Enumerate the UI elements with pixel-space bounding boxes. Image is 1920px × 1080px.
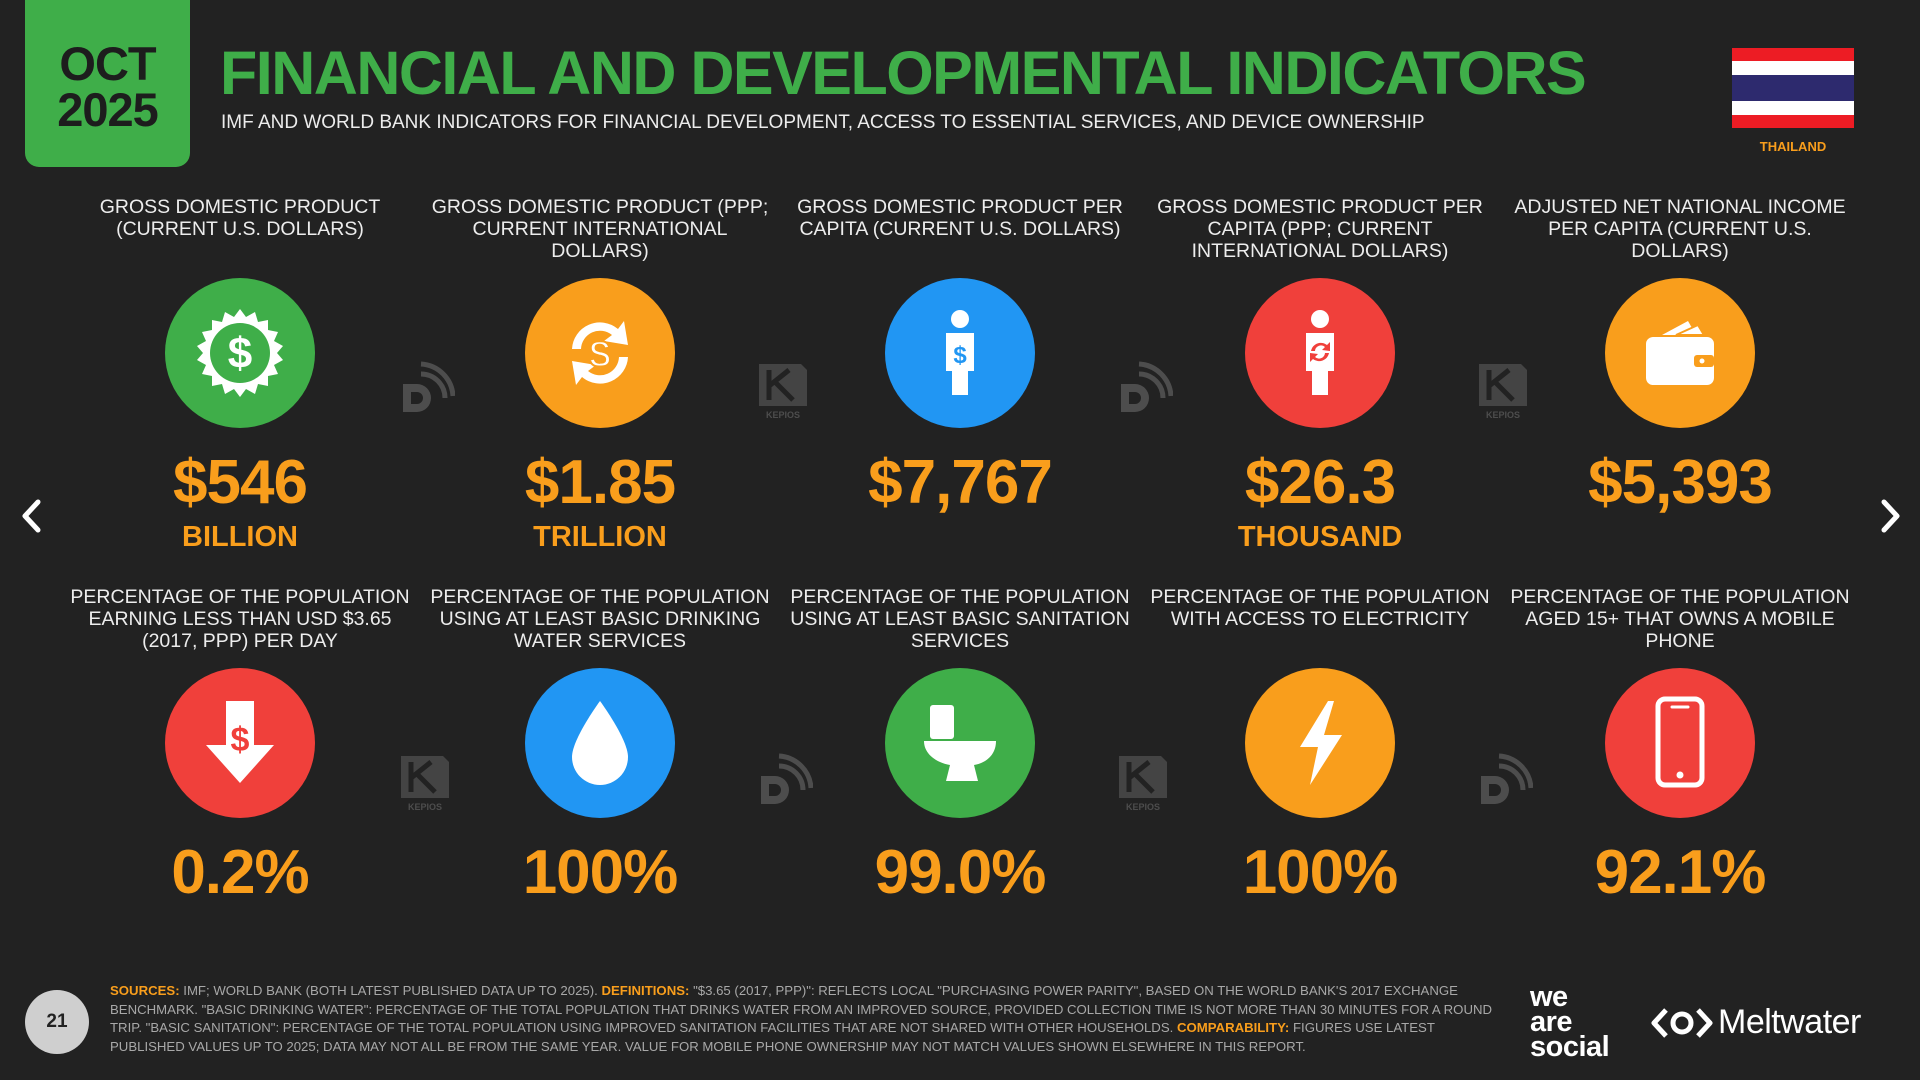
thailand-flag-icon bbox=[1732, 48, 1854, 128]
date-year: 2025 bbox=[57, 82, 159, 136]
toilet-icon bbox=[924, 705, 996, 781]
indicator-label: PERCENTAGE OF THE POPULATION WITH ACCESS… bbox=[1150, 586, 1490, 630]
date-badge: OCT 2025 bbox=[25, 0, 190, 167]
indicator-icon-circle bbox=[1605, 668, 1755, 818]
indicator-icon-circle bbox=[1245, 668, 1395, 818]
svg-text:KEPIOS: KEPIOS bbox=[766, 410, 800, 420]
meltwater-mark-icon bbox=[1651, 1007, 1713, 1038]
indicator-unit: TRILLION bbox=[533, 521, 667, 553]
indicator-label: PERCENTAGE OF THE POPULATION EARNING LES… bbox=[70, 586, 410, 652]
currency-exchange-icon: $ bbox=[572, 321, 628, 385]
meltwater-wordmark: Meltwater bbox=[1718, 1003, 1861, 1041]
comparability-text: FIGURES USE LATEST PUBLISHED VALUES UP T… bbox=[110, 1020, 1435, 1054]
indicator-value: $546 bbox=[173, 448, 308, 517]
kepios-watermark-icon: KEPIOS bbox=[1473, 360, 1533, 420]
indicator-icon-circle bbox=[885, 668, 1035, 818]
dollar-down-arrow-icon: $ bbox=[206, 701, 274, 783]
indicator-label: PERCENTAGE OF THE POPULATION AGED 15+ TH… bbox=[1510, 586, 1850, 652]
chevron-left-icon bbox=[22, 499, 41, 533]
datareportal-watermark-icon bbox=[1473, 752, 1534, 812]
dollar-badge-icon: $ bbox=[197, 309, 283, 397]
svg-text:$: $ bbox=[589, 334, 610, 376]
footnote: SOURCES: IMF; WORLD BANK (BOTH LATEST PU… bbox=[110, 982, 1495, 1056]
indicator-icon-circle bbox=[525, 668, 675, 818]
date-month: OCT bbox=[59, 36, 156, 90]
comparability-label: COMPARABILITY: bbox=[1176, 1020, 1290, 1035]
lightning-icon bbox=[1300, 701, 1342, 785]
svg-text:KEPIOS: KEPIOS bbox=[408, 802, 442, 812]
mobile-phone-icon bbox=[1655, 696, 1705, 788]
next-slide-button[interactable] bbox=[1872, 495, 1908, 537]
indicator-value: 0.2% bbox=[171, 838, 309, 907]
indicator-label: GROSS DOMESTIC PRODUCT (PPP; CURRENT INT… bbox=[431, 196, 769, 262]
indicator-icon-circle bbox=[1245, 278, 1395, 428]
country-label: THAILAND bbox=[1759, 139, 1827, 154]
indicator-unit: THOUSAND bbox=[1237, 521, 1403, 553]
page-title: FINANCIAL AND DEVELOPMENTAL INDICATORS bbox=[220, 39, 1587, 107]
svg-text:$: $ bbox=[231, 721, 250, 759]
definitions-text: "$3.65 (2017, PPP)": REFLECTS LOCAL "PUR… bbox=[110, 983, 1493, 1035]
definitions-label: DEFINITIONS: bbox=[601, 983, 690, 998]
indicator-value: 99.0% bbox=[874, 838, 1047, 907]
sources-text: IMF; WORLD BANK (BOTH LATEST PUBLISHED D… bbox=[183, 983, 598, 998]
person-exchange-icon bbox=[1306, 310, 1334, 395]
svg-text:$: $ bbox=[228, 329, 252, 378]
indicator-value: $7,767 bbox=[868, 448, 1053, 517]
indicator-value: 100% bbox=[1242, 838, 1399, 907]
chevron-right-icon bbox=[1881, 499, 1900, 533]
datareportal-watermark-icon bbox=[1113, 360, 1174, 420]
indicator-value: $26.3 bbox=[1244, 448, 1396, 517]
indicator-value: $5,393 bbox=[1588, 448, 1773, 517]
indicator-label: ADJUSTED NET NATIONAL INCOME PER CAPITA … bbox=[1514, 196, 1846, 262]
meltwater-logo: Meltwater bbox=[1650, 1003, 1861, 1042]
svg-text:KEPIOS: KEPIOS bbox=[1486, 410, 1520, 420]
indicator-unit: BILLION bbox=[182, 521, 298, 553]
indicator-value: 92.1% bbox=[1594, 838, 1767, 907]
page-number: 21 bbox=[25, 990, 89, 1054]
svg-text:$: $ bbox=[953, 342, 967, 369]
sources-label: SOURCES: bbox=[110, 983, 180, 998]
indicator-label: GROSS DOMESTIC PRODUCT PER CAPITA (CURRE… bbox=[797, 196, 1123, 240]
kepios-watermark-icon: KEPIOS bbox=[395, 752, 455, 812]
indicator-label: GROSS DOMESTIC PRODUCT (CURRENT U.S. DOL… bbox=[99, 196, 381, 240]
page-subtitle: IMF AND WORLD BANK INDICATORS FOR FINANC… bbox=[221, 112, 1425, 133]
indicator-label: GROSS DOMESTIC PRODUCT PER CAPITA (PPP; … bbox=[1157, 196, 1483, 262]
indicator-icon-circle: $ bbox=[525, 278, 675, 428]
indicator-icon-circle: $ bbox=[165, 278, 315, 428]
person-dollar-icon: $ bbox=[946, 310, 974, 395]
indicator-icon-circle: $ bbox=[885, 278, 1035, 428]
water-drop-icon bbox=[572, 701, 628, 785]
svg-text:KEPIOS: KEPIOS bbox=[1126, 802, 1160, 812]
indicator-icon-circle: $ bbox=[165, 668, 315, 818]
indicator-icon-circle bbox=[1605, 278, 1755, 428]
previous-slide-button[interactable] bbox=[14, 495, 50, 537]
indicator-label: PERCENTAGE OF THE POPULATION USING AT LE… bbox=[790, 586, 1130, 652]
wallet-icon bbox=[1646, 321, 1714, 385]
kepios-watermark-icon: KEPIOS bbox=[753, 360, 813, 420]
kepios-watermark-icon: KEPIOS bbox=[1113, 752, 1173, 812]
we-are-social-logo: we are social bbox=[1530, 981, 1610, 1063]
datareportal-watermark-icon bbox=[395, 360, 456, 420]
indicator-value: $1.85 bbox=[524, 448, 676, 517]
indicator-value: 100% bbox=[522, 838, 679, 907]
indicator-label: PERCENTAGE OF THE POPULATION USING AT LE… bbox=[430, 586, 770, 652]
datareportal-watermark-icon bbox=[753, 752, 814, 812]
